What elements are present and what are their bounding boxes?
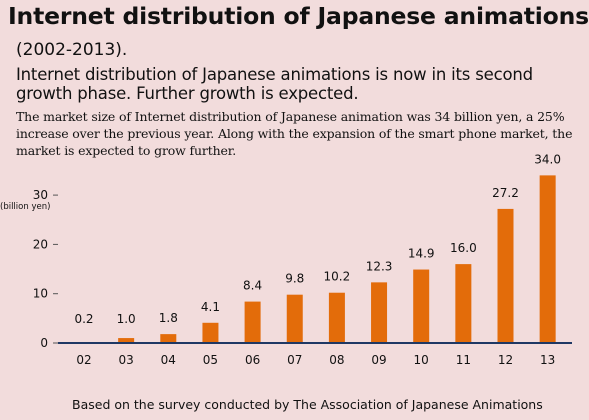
bar-08 [328,292,345,343]
data-label-05: 4.1 [201,300,220,314]
data-label-08: 10.2 [324,270,351,284]
data-label-02: 0.2 [74,312,93,326]
data-label-11: 16.0 [450,241,477,255]
x-tick-label: 05 [203,353,218,367]
data-label-06: 8.4 [243,279,262,293]
data-label-10: 14.9 [408,247,435,261]
bar-12 [497,208,514,343]
bar-03 [118,338,135,343]
y-tick-label: 0 [40,336,48,350]
x-tick-label: 07 [287,353,302,367]
y-tick-label: 10 [33,287,48,301]
bar-04 [160,334,177,343]
x-tick-label: 13 [540,353,555,367]
x-tick-label: 03 [119,353,134,367]
data-label-04: 1.8 [159,311,178,325]
x-tick-label: 12 [498,353,513,367]
bar-11 [455,264,472,343]
page-title: Internet distribution of Japanese animat… [8,2,589,30]
x-tick-label: 08 [329,353,344,367]
bar-06 [244,301,261,343]
bar-13 [539,175,556,343]
data-label-13: 34.0 [534,152,561,166]
source-note: Based on the survey conducted by The Ass… [72,397,543,412]
data-label-12: 27.2 [492,186,519,200]
y-axis-unit: (billion yen) [0,202,51,212]
bar-10 [413,269,430,343]
x-tick-label: 06 [245,353,260,367]
x-tick-label: 11 [456,353,471,367]
x-tick-label: 10 [414,353,429,367]
period-label: (2002-2013). [16,40,128,60]
data-label-07: 9.8 [285,272,304,286]
y-tick-label: 30 [33,188,48,202]
y-tick-label: 20 [33,237,48,251]
bar-09 [371,282,388,343]
subtitle: Internet distribution of Japanese animat… [16,65,533,103]
bar-05 [202,322,219,343]
data-label-09: 12.3 [366,259,393,273]
x-tick-label: 04 [161,353,176,367]
x-tick-label: 02 [76,353,91,367]
bar-07 [286,294,303,343]
data-label-03: 1.0 [117,312,136,326]
description: The market size of Internet distribution… [16,109,573,158]
x-tick-label: 09 [371,353,386,367]
